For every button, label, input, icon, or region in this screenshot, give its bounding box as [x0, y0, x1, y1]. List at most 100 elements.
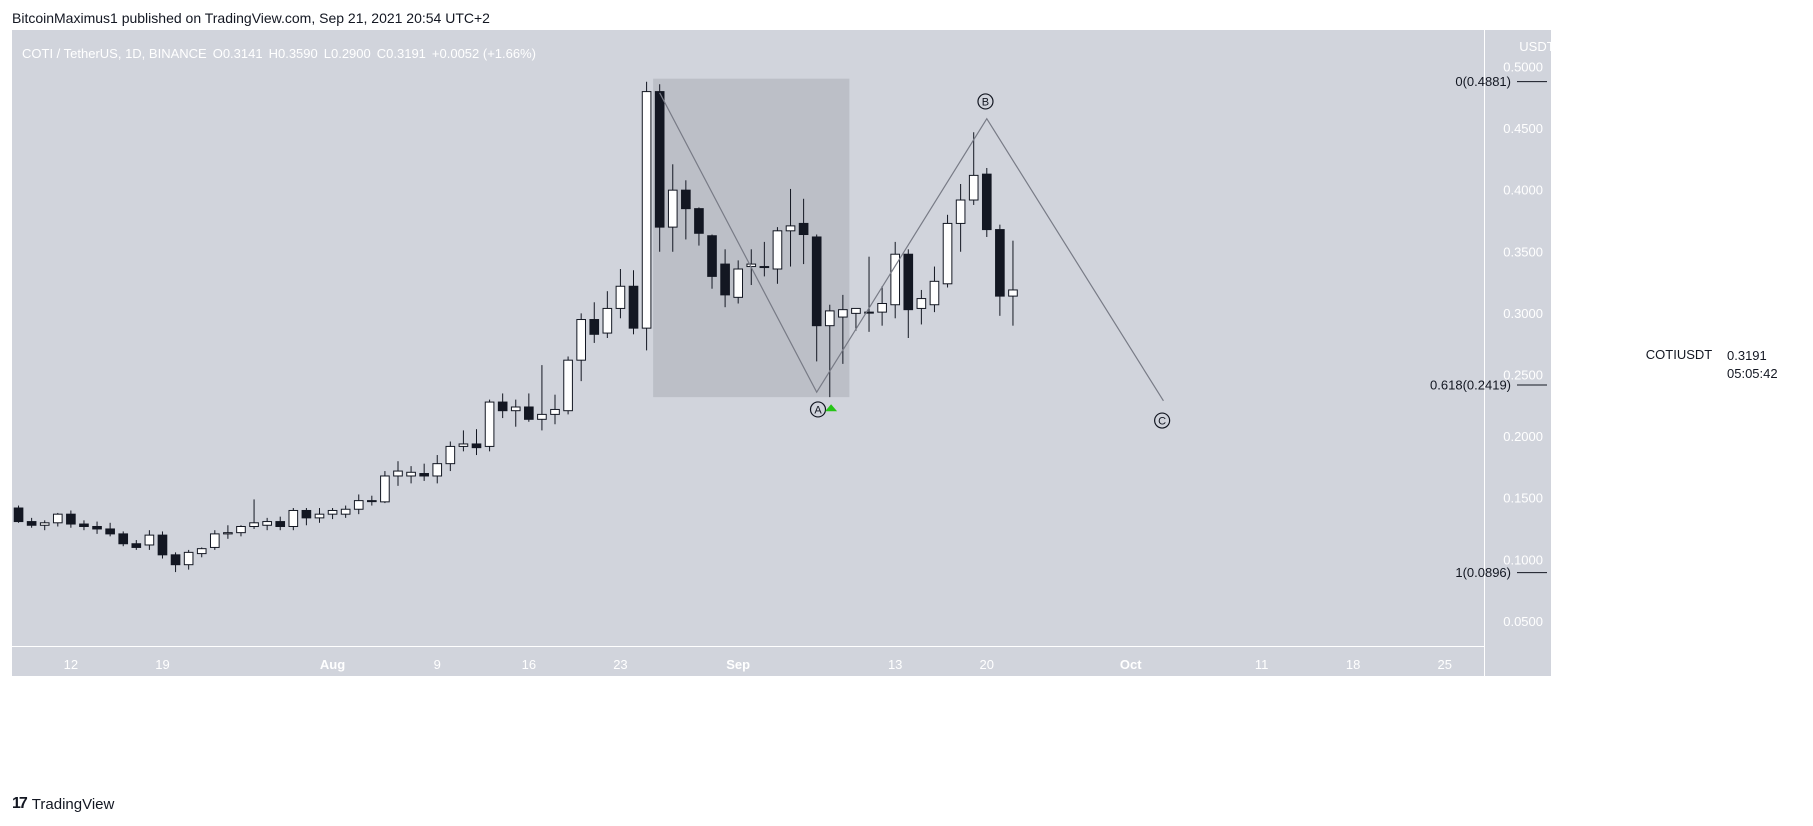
candle [314, 508, 325, 523]
candle [13, 505, 24, 523]
symbol-tag-text: COTIUSDT [1646, 347, 1713, 362]
y-tick-label: 0.4000 [1503, 183, 1543, 198]
candle [903, 249, 914, 338]
x-tick-label: 11 [1255, 657, 1269, 672]
price-tag-value: 0.3191 [1727, 348, 1767, 363]
candle-body-up [537, 413, 547, 420]
candle [681, 180, 691, 240]
candle [537, 365, 547, 431]
y-tick-label: 0.5000 [1503, 59, 1543, 74]
x-tick-label: Aug [320, 657, 345, 672]
x-tick-label: 16 [522, 657, 536, 672]
candle [26, 517, 37, 528]
fib-levels: 0(0.4881) 0.618(0.2419) 1(0.0896) [1430, 74, 1547, 580]
candle-body-up [458, 443, 469, 447]
candle-body-up [353, 500, 364, 510]
candle-body-down [157, 534, 168, 556]
candle-body-up [327, 509, 338, 515]
candle-body-up [510, 406, 521, 412]
abc-path-line [659, 92, 1164, 402]
candle-body-down [694, 208, 704, 234]
candle-body-up [1008, 289, 1018, 297]
candle [92, 521, 102, 534]
candle-body-up [929, 280, 940, 306]
candle-body-up [785, 225, 796, 232]
candle-body-down [131, 543, 142, 548]
candle [1008, 240, 1018, 326]
candle [236, 525, 246, 537]
candle-body-down [681, 189, 691, 210]
candle-body-up [196, 548, 207, 555]
candle [851, 307, 861, 331]
candle [916, 289, 927, 325]
candle [445, 441, 456, 472]
candle-body-up [380, 475, 390, 503]
legend-l-label: L [324, 46, 331, 61]
candle [183, 549, 194, 570]
candle [223, 525, 233, 539]
candle [497, 393, 508, 419]
candle [340, 505, 351, 518]
candle [209, 530, 220, 550]
candle-body-up [432, 463, 443, 477]
candle [942, 214, 953, 288]
fib-level-label: 0.618(0.2419) [1430, 377, 1511, 392]
candle [772, 227, 783, 284]
candle [602, 291, 613, 338]
candle-body-up [367, 500, 377, 503]
candle [118, 531, 129, 547]
time-axis[interactable] [12, 647, 1484, 676]
x-tick-label: Sep [726, 657, 750, 672]
candle [144, 530, 155, 550]
candle-body-up [641, 91, 652, 329]
candle [471, 429, 482, 456]
x-tick-label: Oct [1120, 657, 1142, 672]
candle-body-down [995, 229, 1005, 297]
y-tick-label: 0.2500 [1503, 367, 1543, 382]
wave-label-circle [977, 93, 994, 110]
green-arrow-marker [825, 404, 838, 412]
candle [550, 394, 560, 425]
y-tick-label: 0.4500 [1503, 121, 1543, 136]
candle [79, 520, 89, 531]
candle-body-up [968, 174, 979, 201]
wave-labels: A B C [809, 93, 1171, 429]
candle [667, 164, 678, 252]
legend-h-value: 0.3590 [278, 46, 318, 61]
candle [995, 224, 1005, 316]
candle [641, 81, 652, 351]
candle [628, 270, 639, 335]
y-axis-unit: USDT [1519, 39, 1554, 54]
wave-label-circle [1154, 412, 1171, 429]
candle-body-up [52, 513, 63, 524]
y-tick-label: 0.3000 [1503, 306, 1543, 321]
x-tick-label: 18 [1346, 657, 1360, 672]
candle-body-down [170, 554, 181, 566]
wave-label-circle [809, 401, 827, 418]
legend-o-label: O [213, 46, 223, 61]
x-tick-label: 25 [1438, 657, 1452, 672]
candle [877, 286, 887, 326]
candle [759, 241, 770, 277]
candle [524, 393, 534, 422]
wave-label-a: A [809, 401, 827, 418]
price-axis[interactable] [1485, 30, 1551, 676]
ohlc-legend-text: COTI / TetherUS, 1D, BINANCE O0.3141 H0.35… [22, 46, 536, 61]
candle-body-up [406, 471, 416, 477]
legend-l-value: 0.2900 [331, 46, 371, 61]
candle-body-up [209, 533, 220, 548]
candle [380, 471, 390, 504]
candle-body-up [288, 509, 299, 527]
candle-body-down [524, 406, 534, 420]
candle-body-down [275, 521, 286, 527]
legend-c-label: C [377, 46, 386, 61]
candle-body-down [720, 263, 730, 296]
candle-body-down [301, 509, 312, 519]
candle-body-down [798, 222, 809, 236]
candle-body-up [851, 307, 861, 314]
candle-body-down [589, 319, 600, 335]
candle-body-down [497, 401, 508, 412]
candle [39, 520, 50, 531]
candle [654, 84, 665, 252]
